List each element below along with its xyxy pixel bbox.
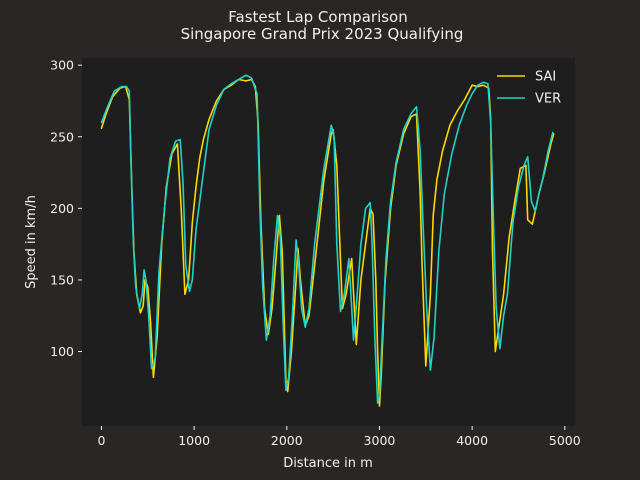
plot-area: [82, 58, 575, 426]
legend: SAI VER: [497, 70, 561, 107]
x-tick-label: 2000: [271, 433, 303, 448]
x-tick-label: 5000: [549, 433, 581, 448]
x-tick-label: 1000: [178, 433, 210, 448]
x-tick-label: 4000: [456, 433, 488, 448]
x-axis-label: Distance in m: [283, 456, 373, 471]
chart-title: Fastest Lap Comparison: [228, 8, 407, 26]
x-tick-label: 0: [97, 433, 105, 448]
legend-label-ver: VER: [535, 92, 561, 107]
series-lines: [100, 74, 555, 407]
y-axis-label: Speed in km/h: [24, 195, 39, 289]
y-tick-label: 300: [50, 58, 74, 73]
y-tick-label: 200: [50, 201, 74, 216]
series-line-ver: [100, 74, 554, 404]
chart-subtitle: Singapore Grand Prix 2023 Qualifying: [181, 25, 464, 43]
y-tick-label: 100: [50, 344, 74, 359]
x-axis: 0 1000 2000 3000 4000 5000: [97, 426, 581, 448]
legend-label-sai: SAI: [535, 70, 556, 85]
x-tick-label: 3000: [364, 433, 396, 448]
y-axis: 100 150 200 250 300: [50, 58, 82, 359]
y-tick-label: 250: [50, 129, 74, 144]
y-tick-label: 150: [50, 272, 74, 287]
